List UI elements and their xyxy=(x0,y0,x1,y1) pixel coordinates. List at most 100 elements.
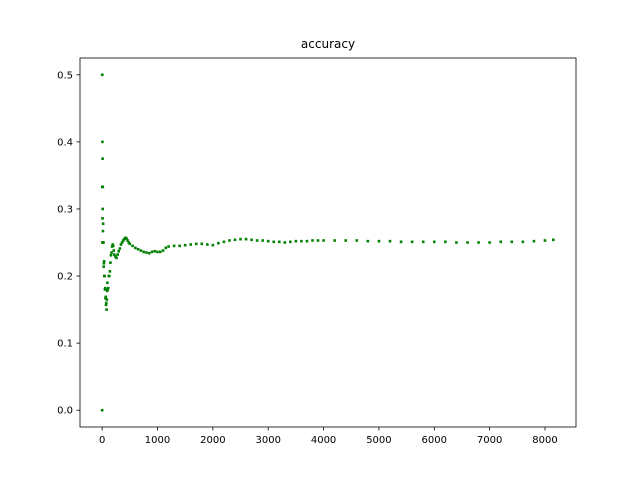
data-point xyxy=(104,301,108,305)
data-point xyxy=(117,249,121,253)
data-point xyxy=(499,240,503,244)
chart-title: accuracy xyxy=(301,37,355,51)
data-point xyxy=(289,240,292,244)
data-point xyxy=(103,286,107,290)
data-point xyxy=(161,249,165,252)
data-point xyxy=(172,244,176,248)
data-point xyxy=(167,245,170,248)
data-point xyxy=(355,239,359,242)
data-point xyxy=(108,270,112,273)
data-point xyxy=(477,241,480,244)
data-point xyxy=(103,274,106,278)
data-point xyxy=(101,185,105,189)
data-point xyxy=(316,239,320,242)
data-point xyxy=(102,259,106,263)
data-point xyxy=(239,237,242,241)
data-point xyxy=(388,239,392,243)
data-point xyxy=(521,240,525,244)
y-axis: 0.0 0.1 0.2 0.3 0.4 0.5 xyxy=(57,70,80,417)
x-tick-label: 6000 xyxy=(422,435,447,446)
data-point xyxy=(266,239,270,243)
data-point xyxy=(103,288,107,291)
y-tick-label: 0.5 xyxy=(57,70,73,81)
data-point xyxy=(105,298,109,301)
x-tick-label: 1000 xyxy=(145,435,170,446)
data-point xyxy=(150,250,154,254)
y-tick-label: 0.1 xyxy=(57,339,73,350)
data-point xyxy=(272,240,276,244)
data-point xyxy=(250,238,253,242)
x-axis: 0 1000 2000 3000 4000 5000 6000 7000 8000 xyxy=(99,427,558,446)
data-point xyxy=(432,240,436,244)
data-point xyxy=(206,243,209,246)
data-point xyxy=(112,249,116,252)
data-point xyxy=(101,140,104,144)
data-point xyxy=(120,241,124,244)
data-point xyxy=(488,241,491,244)
data-point xyxy=(109,253,113,257)
y-tick-label: 0.4 xyxy=(57,137,73,148)
data-point xyxy=(277,240,281,244)
x-tick-label: 4000 xyxy=(311,435,336,446)
data-point xyxy=(147,251,151,255)
data-point xyxy=(106,281,109,285)
data-point xyxy=(131,244,134,248)
data-point xyxy=(510,240,514,244)
data-point xyxy=(421,240,425,244)
x-tick-label: 5000 xyxy=(366,435,391,446)
data-point xyxy=(105,308,108,311)
data-point xyxy=(194,242,198,246)
x-tick-label: 8000 xyxy=(532,435,557,446)
data-point xyxy=(156,250,159,254)
data-point xyxy=(102,265,105,268)
plot-frame xyxy=(79,57,577,428)
data-point xyxy=(104,296,107,300)
data-point xyxy=(125,237,128,240)
data-point xyxy=(115,256,118,260)
data-point xyxy=(189,243,193,246)
data-point xyxy=(127,241,131,244)
data-point xyxy=(222,240,226,244)
data-point xyxy=(126,239,129,242)
plot-points xyxy=(100,73,555,412)
data-point xyxy=(116,253,119,256)
data-point xyxy=(444,240,447,244)
data-point xyxy=(543,239,547,242)
data-point xyxy=(153,249,157,253)
data-point xyxy=(101,207,104,211)
data-point xyxy=(366,239,370,243)
data-point xyxy=(105,289,109,293)
data-point xyxy=(300,239,303,243)
data-point xyxy=(100,408,104,412)
x-tick-label: 0 xyxy=(99,435,105,446)
data-point xyxy=(121,239,125,242)
data-point xyxy=(311,239,314,242)
data-point xyxy=(101,157,104,160)
data-point xyxy=(108,274,111,278)
data-point xyxy=(106,288,109,291)
data-point xyxy=(255,239,259,242)
data-point xyxy=(104,295,108,299)
data-point xyxy=(164,246,168,250)
data-point xyxy=(294,239,298,243)
data-point xyxy=(466,241,469,244)
data-point xyxy=(399,240,403,244)
y-tick-label: 0.2 xyxy=(57,272,73,283)
data-point xyxy=(139,249,143,252)
x-tick-label: 2000 xyxy=(200,435,225,446)
x-tick-label: 3000 xyxy=(255,435,280,446)
data-point xyxy=(101,229,105,233)
y-tick-label: 0.3 xyxy=(57,204,73,215)
data-point xyxy=(101,217,104,220)
data-point xyxy=(532,239,536,243)
data-point xyxy=(455,241,458,244)
y-tick-label: 0.0 xyxy=(57,406,73,417)
data-point xyxy=(233,238,237,242)
data-point xyxy=(102,241,105,244)
data-point xyxy=(101,222,105,226)
data-point xyxy=(128,242,132,246)
data-point xyxy=(283,241,287,244)
data-point xyxy=(111,244,115,248)
data-point xyxy=(344,239,348,242)
